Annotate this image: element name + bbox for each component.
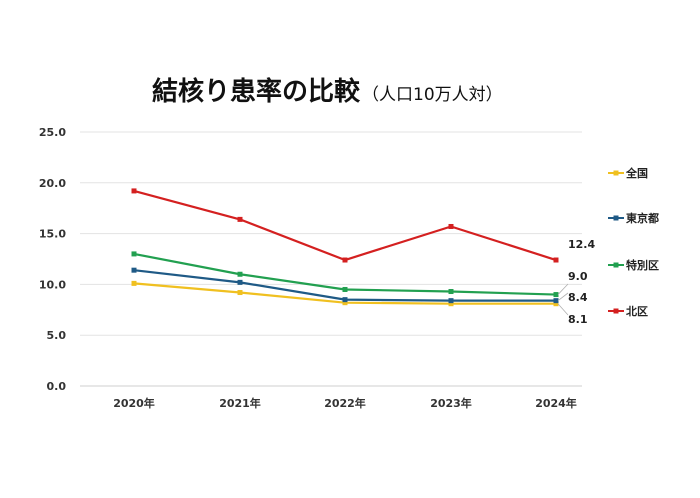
legend-item: 全国 [608,166,648,180]
data-point [131,267,137,273]
x-axis-ticks: 2020年 2021年 2022年 2023年 2024年 [113,396,577,410]
data-point [131,188,137,194]
data-point [553,257,559,263]
legend-item: 北区 [608,304,648,318]
x-tick-label: 2021年 [219,396,261,410]
legend-swatch-marker [613,308,619,314]
series-特別区 [131,251,559,298]
data-point [237,216,243,222]
y-axis-ticks: 0.0 5.0 10.0 15.0 20.0 25.0 [39,126,66,393]
legend-label: 全国 [625,166,648,180]
data-label-leader [557,303,569,316]
x-tick-label: 2023年 [430,396,472,410]
chart-title: 結核り患率の比較 （人口10万人対） [152,76,503,107]
legend-label: 北区 [626,304,648,318]
legend-swatch-marker [613,215,619,221]
data-label: 8.4 [568,291,588,304]
data-point [448,223,454,229]
series [131,188,559,307]
x-tick-label: 2022年 [324,396,366,410]
data-point [448,298,454,304]
y-tick-label: 5.0 [47,329,67,342]
chart-subtitle-text: （人口10万人対） [362,85,503,105]
y-tick-label: 10.0 [39,278,66,291]
series-line [133,269,556,302]
series-北区 [131,188,559,263]
legend-swatch-marker [613,262,619,268]
data-point [553,298,559,304]
data-point [448,289,454,295]
series-全国 [131,280,559,307]
legend-swatch-marker [613,170,619,176]
x-tick-label: 2024年 [535,396,577,410]
gridlines [80,131,582,387]
legend-item: 特別区 [608,258,659,272]
chart-title-text: 結核り患率の比較 [152,76,361,107]
y-tick-label: 20.0 [39,177,66,190]
data-label: 12.4 [568,238,595,251]
data-point [131,280,137,286]
data-labels: 8.1 8.4 9.0 12.4 [557,238,595,326]
legend-label: 特別区 [626,258,659,272]
data-label-leader [557,292,569,301]
data-point [237,271,243,277]
data-point [131,251,137,257]
legend-label: 東京都 [626,211,659,225]
y-tick-label: 15.0 [39,228,66,241]
data-point [342,300,348,306]
y-tick-label: 25.0 [39,126,66,139]
series-東京都 [131,267,559,304]
data-point [342,257,348,263]
data-point [342,297,348,303]
data-point [237,290,243,296]
legend-item: 東京都 [608,211,659,225]
data-label: 8.1 [568,313,588,326]
data-point [553,301,559,307]
data-point [448,301,454,307]
data-point [237,279,243,285]
data-point [342,286,348,292]
data-label: 9.0 [568,270,588,283]
y-tick-label: 0.0 [47,380,67,393]
data-point [553,292,559,298]
series-line [133,189,557,262]
x-tick-label: 2020年 [113,396,155,410]
data-label-leader [557,283,569,295]
